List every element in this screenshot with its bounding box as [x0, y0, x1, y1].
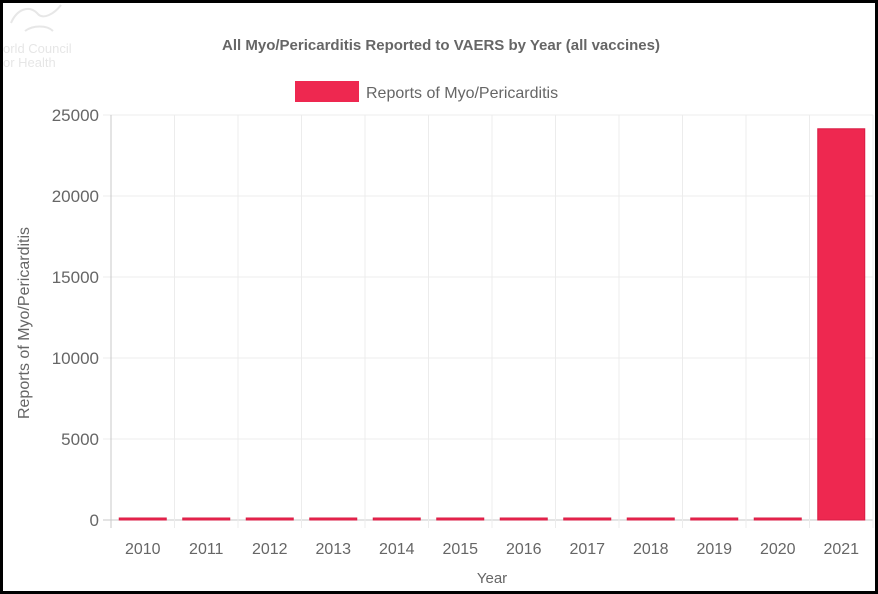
chart-frame: orld Council or Health All Myo/Pericardi…	[3, 3, 875, 591]
x-tick-label: 2017	[569, 541, 605, 558]
x-axis-label: Year	[477, 570, 507, 587]
logo-text-line1: orld Council	[3, 41, 72, 56]
world-council-for-health-logo: orld Council or Health	[3, 3, 83, 71]
bars	[118, 128, 866, 521]
bar-2020	[753, 517, 802, 521]
y-tick-label: 25000	[52, 106, 99, 125]
y-tick-label: 5000	[61, 430, 99, 449]
logo-text-line2: or Health	[3, 55, 56, 70]
legend-label: Reports of Myo/Pericarditis	[366, 85, 558, 102]
y-axis-label: Reports of Myo/Pericarditis	[16, 227, 33, 419]
chart-title: All Myo/Pericarditis Reported to VAERS b…	[222, 37, 660, 54]
x-tick-label: 2015	[442, 541, 478, 558]
bar-2012	[245, 517, 294, 521]
bar-2017	[563, 517, 612, 521]
grid	[103, 114, 874, 528]
bar-2010	[118, 517, 167, 521]
y-axis-ticks: 0 5000 10000 15000 20000 25000	[52, 106, 99, 530]
x-tick-label: 2019	[696, 541, 732, 558]
x-tick-label: 2020	[760, 541, 796, 558]
bar-2015	[436, 517, 485, 521]
x-tick-label: 2014	[379, 541, 415, 558]
x-tick-label: 2013	[315, 541, 351, 558]
x-tick-label: 2018	[633, 541, 669, 558]
x-tick-label: 2016	[506, 541, 542, 558]
bar-2018	[626, 517, 675, 521]
bar-chart: All Myo/Pericarditis Reported to VAERS b…	[16, 37, 874, 587]
y-tick-label: 10000	[52, 349, 99, 368]
logo-hands-icon	[10, 4, 62, 32]
bar-2019	[690, 517, 739, 521]
bar-2021	[817, 128, 866, 521]
x-axis-ticks: 2010 2011 2012 2013 2014 2015 2016 2017 2018 2019…	[125, 541, 859, 558]
y-tick-label: 0	[90, 511, 99, 530]
legend-swatch	[295, 81, 359, 102]
y-tick-label: 15000	[52, 268, 99, 287]
x-tick-label: 2012	[252, 541, 288, 558]
bar-2011	[182, 517, 231, 521]
bar-2014	[372, 517, 421, 521]
x-tick-label: 2021	[823, 541, 859, 558]
y-tick-label: 20000	[52, 187, 99, 206]
bar-2013	[309, 517, 358, 521]
bar-2016	[499, 517, 548, 521]
x-tick-label: 2010	[125, 541, 161, 558]
x-tick-label: 2011	[189, 541, 224, 558]
